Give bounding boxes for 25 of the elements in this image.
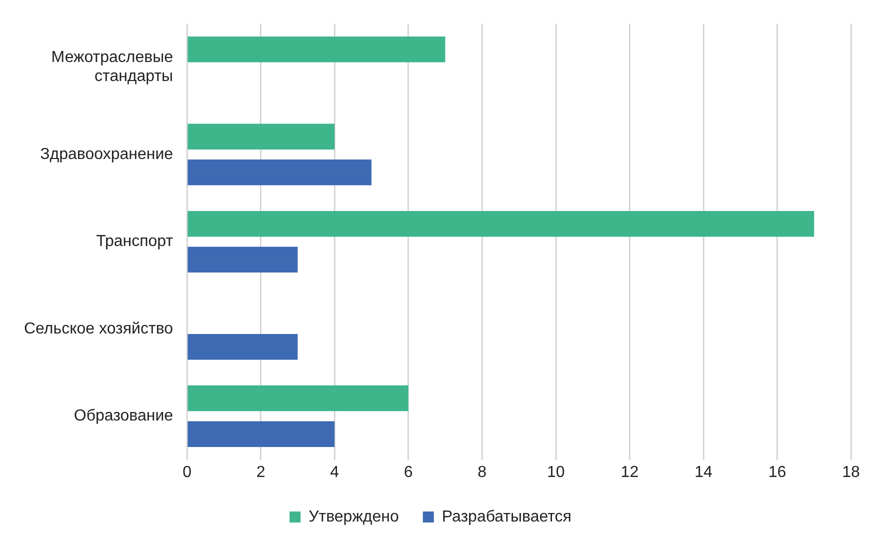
- x-tick-label: 8: [478, 464, 487, 481]
- y-tick-label: Межотраслевые стандарты: [51, 49, 174, 86]
- bar: [188, 421, 335, 447]
- bar: [188, 334, 298, 360]
- x-tick-label: 12: [620, 464, 639, 481]
- x-tick-label: 10: [547, 464, 565, 481]
- bar: [188, 246, 298, 272]
- y-tick-label: Сельское хозяйство: [24, 320, 174, 338]
- x-tick-label: 16: [768, 464, 786, 481]
- x-tick-label: 4: [330, 464, 340, 481]
- bar: [188, 36, 446, 62]
- bar: [188, 159, 372, 186]
- x-tick-label: 2: [256, 464, 266, 481]
- x-tick-label: 14: [694, 464, 712, 481]
- legend-label: Утверждено: [308, 508, 399, 526]
- legend-label: Разрабатывается: [442, 508, 572, 526]
- y-tick-label: Образование: [74, 408, 174, 425]
- y-tick-label: Здравоохранение: [40, 146, 174, 163]
- x-tick-label: 6: [404, 464, 413, 481]
- y-tick-label: Транспорт: [96, 233, 174, 250]
- x-tick-label: 18: [842, 464, 860, 481]
- bar: [188, 210, 814, 237]
- x-tick-label: 0: [182, 464, 192, 481]
- bar: [188, 385, 408, 412]
- bar: [188, 124, 335, 150]
